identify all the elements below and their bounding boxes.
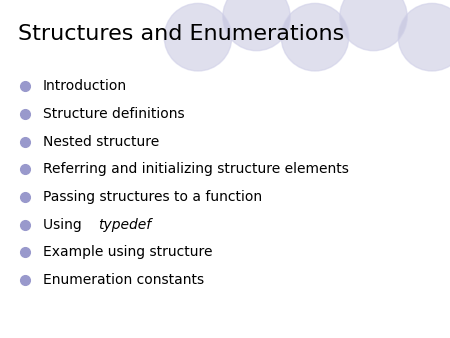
Text: Nested structure: Nested structure bbox=[43, 135, 159, 149]
Ellipse shape bbox=[223, 0, 290, 51]
Text: typedef: typedef bbox=[99, 218, 152, 232]
Text: Example using structure: Example using structure bbox=[43, 245, 212, 260]
Ellipse shape bbox=[164, 3, 232, 71]
Text: Introduction: Introduction bbox=[43, 79, 127, 93]
Ellipse shape bbox=[398, 3, 450, 71]
Text: Structures and Enumerations: Structures and Enumerations bbox=[18, 24, 344, 44]
Text: Passing structures to a function: Passing structures to a function bbox=[43, 190, 262, 204]
Text: Enumeration constants: Enumeration constants bbox=[43, 273, 204, 287]
Text: Referring and initializing structure elements: Referring and initializing structure ele… bbox=[43, 162, 349, 176]
Text: Structure definitions: Structure definitions bbox=[43, 107, 184, 121]
Text: Using: Using bbox=[43, 218, 86, 232]
Ellipse shape bbox=[281, 3, 349, 71]
Ellipse shape bbox=[340, 0, 407, 51]
